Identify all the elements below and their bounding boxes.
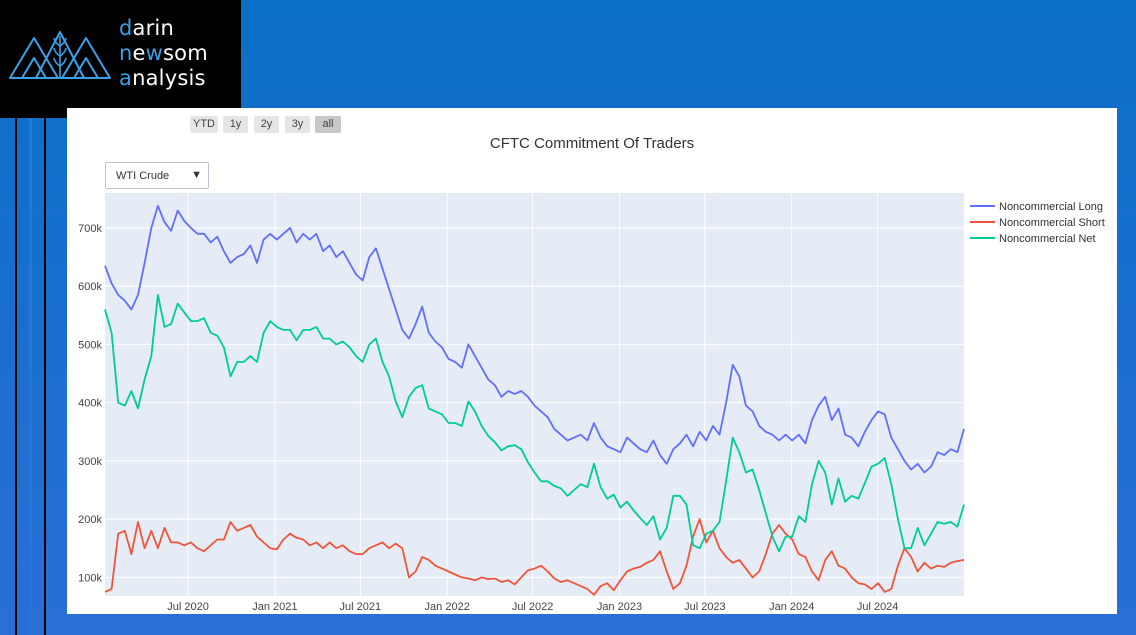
legend-item[interactable]: Noncommercial Long [970,201,1103,213]
y-tick-label: 700k [78,223,102,235]
x-tick-label: Jul 2022 [512,601,554,613]
commodity-dropdown[interactable]: WTI Crude ▼ [105,162,209,189]
y-tick-label: 200k [78,514,102,526]
brand-line-2-initial: n [119,41,133,65]
x-tick-label: Jan 2023 [597,601,642,613]
brand-line-3-rest: nalysis [132,66,206,90]
x-tick-label: Jan 2024 [769,601,814,613]
legend-label: Noncommercial Long [999,201,1103,213]
brand-line-1-rest: arin [132,16,174,40]
legend-item[interactable]: Noncommercial Net [970,233,1096,245]
range-button-all[interactable]: all [315,116,341,133]
brand-logo-panel: darin newsom analysis [0,0,241,118]
brand-line-1-initial: d [119,16,133,40]
decor-stripe [15,118,17,635]
commodity-dropdown-value: WTI Crude [116,170,170,182]
series-line-noncommercial-short [104,518,965,596]
range-button-3y[interactable]: 3y [285,116,310,133]
y-tick-label: 100k [78,572,102,584]
brand-line-3: analysis [119,66,208,91]
brand-line-1: darin [119,16,208,41]
y-tick-label: 600k [78,281,102,293]
chevron-down-icon: ▼ [191,169,202,181]
chart-title: CFTC Commitment Of Traders [489,135,695,152]
chart-card: YTD 1y 2y 3y all CFTC Commitment Of Trad… [67,108,1117,614]
brand-line-2-rest: som [163,41,208,65]
brand-line-2-mid: e [132,41,146,65]
decor-stripe [44,118,46,635]
brand-line-3-initial: a [119,66,133,90]
brand-line-2: newsom [119,41,208,66]
x-tick-label: Jan 2022 [425,601,470,613]
brand-line-2-accent: w [145,41,164,65]
range-button-2y[interactable]: 2y [254,116,279,133]
series-line-noncommercial-net [104,293,965,553]
x-tick-label: Jul 2023 [684,601,726,613]
series-line-noncommercial-long [104,204,965,474]
decor-stripe [29,118,32,635]
x-tick-label: Jul 2021 [340,601,382,613]
x-tick-label: Jan 2021 [252,601,297,613]
range-button-1y[interactable]: 1y [223,116,248,133]
mountain-wheat-logo-icon [9,31,111,79]
x-tick-label: Jul 2020 [167,601,209,613]
plot-area [105,193,964,596]
y-tick-label: 500k [78,339,102,351]
y-tick-label: 300k [78,456,102,468]
legend-label: Noncommercial Short [999,217,1105,229]
x-tick-label: Jul 2024 [857,601,899,613]
brand-name: darin newsom analysis [119,16,208,91]
range-button-ytd[interactable]: YTD [190,116,218,133]
cot-line-chart: Jul 2020 Jan 2021 Jul 2021 Jan 2022 Jul 2022… [78,193,1105,613]
y-tick-label: 400k [78,398,102,410]
legend-label: Noncommercial Net [999,233,1096,245]
legend-item[interactable]: Noncommercial Short [970,217,1105,229]
